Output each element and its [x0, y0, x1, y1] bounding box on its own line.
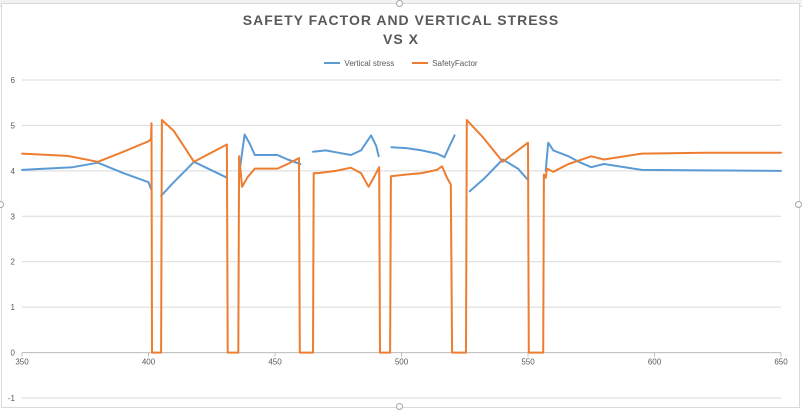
chart-legend[interactable]: Vertical stress SafetyFactor	[0, 56, 802, 70]
series-line-safetyfactor-segment-0	[21, 119, 782, 354]
resize-handle-top[interactable]	[396, 0, 403, 7]
x-tick-label-450: 450	[268, 358, 282, 367]
y-tick-label-2: 2	[11, 258, 16, 267]
y-tick-label-1: 1	[11, 303, 16, 312]
x-tick-label-400: 400	[142, 358, 156, 367]
legend-swatch-vertical-stress	[324, 62, 341, 64]
legend-item-vertical-stress[interactable]: Vertical stress	[324, 59, 394, 68]
series-line-vertical-stress-segment-5	[468, 158, 529, 193]
y-tick-label-3: 3	[11, 212, 16, 221]
resize-handle-left[interactable]	[0, 201, 4, 208]
resize-handle-bottom[interactable]	[396, 403, 403, 410]
y-tick-label-4: 4	[11, 167, 16, 176]
x-tick-label-350: 350	[15, 358, 29, 367]
y-tick-label-0: 0	[11, 349, 16, 358]
series-line-vertical-stress-segment-6	[544, 141, 782, 172]
legend-label-safety-factor: SafetyFactor	[432, 58, 478, 68]
series-line-vertical-stress-segment-2	[238, 133, 302, 172]
series-line-vertical-stress-segment-0	[21, 161, 152, 190]
x-tick-label-500: 500	[395, 358, 409, 367]
y-tick-label-6: 6	[11, 76, 16, 85]
chart-area[interactable]	[1, 3, 800, 408]
y-tick-label-5: 5	[11, 121, 16, 130]
series-line-vertical-stress-segment-4	[390, 134, 456, 159]
legend-item-safety-factor[interactable]: SafetyFactor	[412, 58, 478, 68]
x-tick-label-600: 600	[648, 358, 662, 367]
y-tick-label--1: -1	[8, 394, 16, 403]
x-tick-label-550: 550	[521, 358, 535, 367]
chart-title-line-1[interactable]: SAFETY FACTOR AND VERTICAL STRESS	[242, 12, 560, 28]
series-line-vertical-stress-segment-3	[312, 134, 380, 158]
legend-swatch-safety-factor	[412, 62, 429, 64]
x-tick-label-650: 650	[774, 358, 788, 367]
chart-title-line-2[interactable]: VS X	[383, 31, 419, 47]
series-line-vertical-stress-segment-1	[160, 160, 228, 197]
legend-label-vertical-stress: Vertical stress	[344, 58, 395, 68]
